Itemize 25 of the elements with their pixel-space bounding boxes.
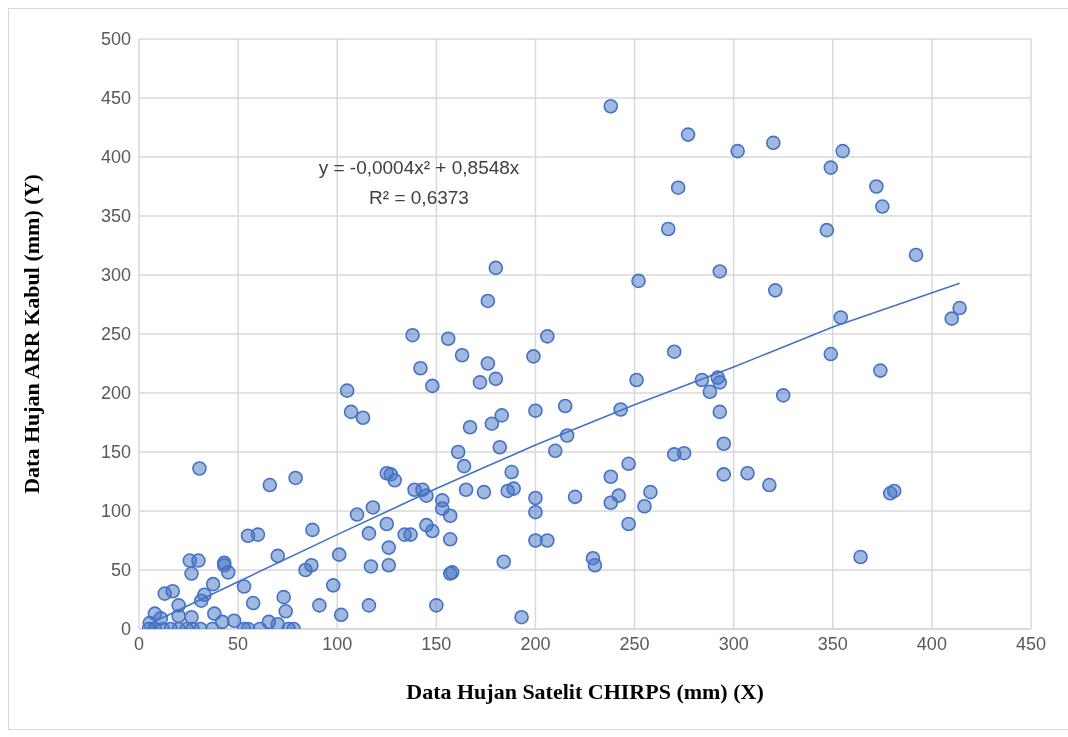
y-tick-label: 350: [100, 206, 131, 227]
x-tick-label: 450: [1015, 633, 1047, 654]
y-tick-label: 150: [100, 442, 131, 463]
x-tick-label: 150: [421, 633, 452, 654]
x-axis-title: Data Hujan Satelit CHIRPS (mm) (X): [406, 679, 764, 704]
x-tick-label: 100: [322, 633, 353, 654]
x-tick-label: 200: [520, 633, 551, 654]
x-tick-label: 300: [718, 633, 749, 654]
y-tick-label: 500: [100, 29, 131, 50]
y-tick-label: 450: [100, 88, 131, 109]
annotation: y = -0,0004x² + 0,8548x: [318, 157, 520, 178]
y-tick-label: 100: [100, 501, 131, 522]
x-tick-label: 250: [619, 633, 650, 654]
x-tick-label: 0: [133, 633, 145, 654]
x-tick-label: 400: [916, 633, 947, 654]
x-tick-label: 50: [228, 633, 249, 654]
x-tick-label: 350: [817, 633, 848, 654]
y-tick-label: 400: [100, 147, 131, 168]
annotation: R² = 0,6373: [369, 187, 469, 208]
y-tick-label: 0: [120, 619, 131, 640]
y-tick-label: 300: [100, 265, 131, 286]
y-axis-title: Data Hujan ARR Kabul (mm) (Y): [18, 174, 44, 494]
y-tick-label: 50: [110, 560, 131, 581]
y-tick-label: 200: [100, 383, 131, 404]
y-tick-label: 250: [100, 324, 131, 345]
